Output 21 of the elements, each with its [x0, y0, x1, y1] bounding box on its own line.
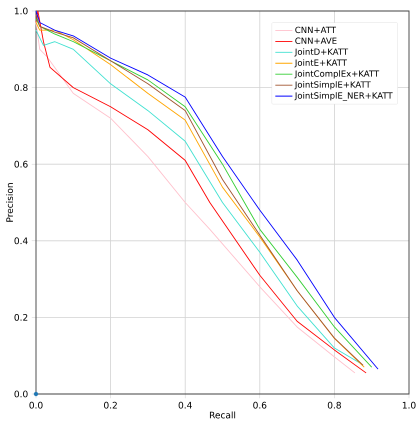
legend-label: JointD+KATT	[294, 48, 348, 56]
y-tick-label: 0.4	[14, 237, 28, 244]
x-axis-title: Recall	[210, 411, 235, 418]
legend-label: JointSimplE+KATT	[294, 81, 371, 90]
y-tick-label: 0.8	[14, 84, 28, 91]
y-tick-label: 0.2	[14, 314, 28, 321]
legend-label: CNN+ATT	[295, 26, 336, 34]
x-tick-label: 0.4	[178, 402, 192, 409]
y-tick-label: 1.0	[14, 8, 28, 14]
x-tick-label: 0.2	[104, 402, 117, 409]
y-tick-label: 0.0	[14, 390, 28, 398]
legend-label: JointE+KATT	[294, 59, 347, 68]
y-tick-label: 0.6	[14, 160, 28, 168]
x-tick-label: 0.8	[328, 402, 341, 409]
y-axis-title: Precision	[6, 183, 13, 222]
x-tick-label: 1.0	[402, 402, 416, 409]
legend-label: JointComplEx+KATT	[294, 70, 379, 78]
legend-label: JointSimplE_NER+KATT	[294, 92, 392, 101]
x-tick-label: 0.0	[29, 402, 42, 409]
legend-label: CNN+AVE	[295, 38, 336, 44]
x-tick-label: 0.6	[253, 402, 266, 409]
